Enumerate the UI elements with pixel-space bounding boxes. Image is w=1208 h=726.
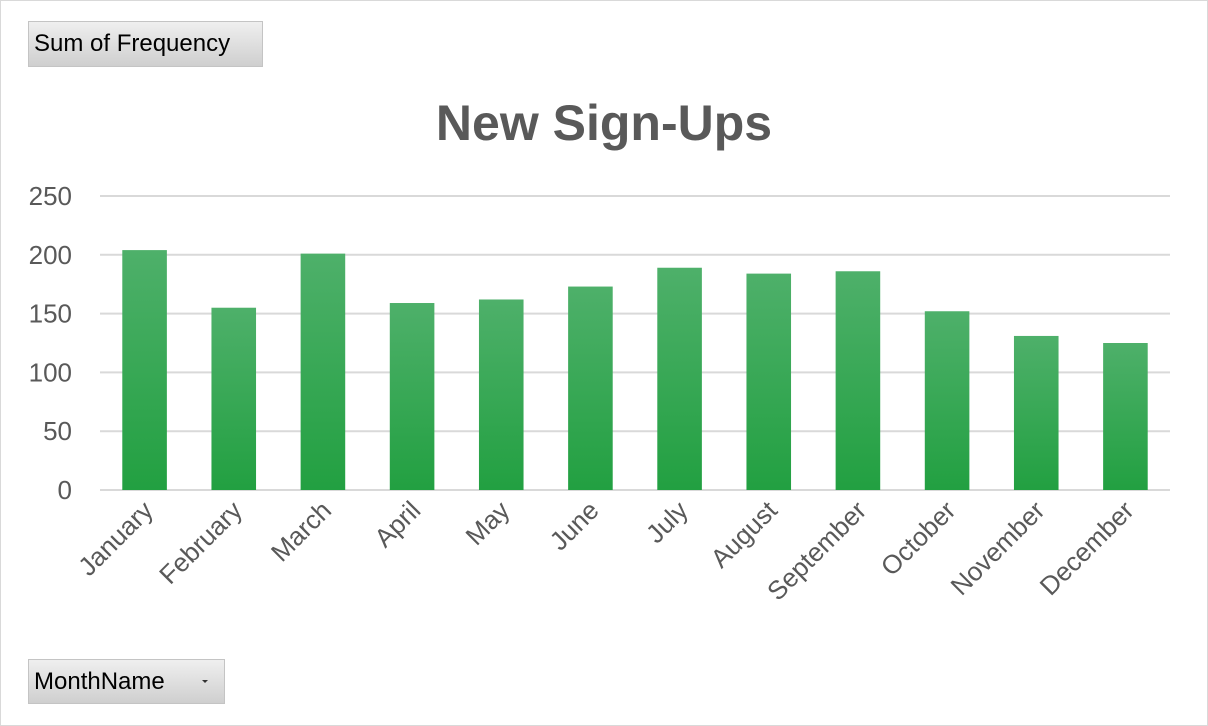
x-tick-label: February: [153, 495, 248, 590]
bar-april[interactable]: [389, 303, 435, 490]
bar-september[interactable]: [835, 271, 881, 490]
value-field-button[interactable]: Sum of Frequency: [28, 21, 263, 67]
bar-march[interactable]: [300, 253, 346, 490]
bar-may[interactable]: [478, 299, 524, 490]
y-tick-label: 250: [29, 181, 72, 211]
y-tick-label: 150: [29, 299, 72, 329]
x-tick-label: October: [875, 495, 962, 582]
y-tick-label: 50: [43, 416, 72, 446]
bar-february[interactable]: [211, 307, 257, 490]
y-tick-label: 200: [29, 240, 72, 270]
bar-december[interactable]: [1103, 343, 1148, 490]
x-tick-label: June: [544, 495, 605, 556]
chevron-down-icon[interactable]: [202, 680, 208, 683]
bar-october[interactable]: [924, 311, 970, 490]
bar-june[interactable]: [568, 286, 613, 490]
bar-july[interactable]: [657, 267, 702, 490]
x-tick-label: November: [944, 495, 1050, 601]
x-tick-label: July: [640, 495, 694, 549]
chart-title: New Sign-Ups: [435, 95, 773, 151]
axis-field-label: MonthName: [34, 667, 165, 695]
y-tick-label: 100: [29, 357, 72, 387]
axis-field-button[interactable]: MonthName: [28, 659, 225, 704]
value-field-label: Sum of Frequency: [34, 30, 231, 57]
x-tick-label: January: [72, 495, 159, 582]
bar-august[interactable]: [746, 273, 792, 490]
y-tick-label: 0: [58, 475, 72, 505]
x-tick-label: December: [1034, 495, 1140, 601]
x-tick-label: May: [460, 495, 516, 551]
bar-january[interactable]: [122, 250, 167, 490]
bar-november[interactable]: [1013, 335, 1059, 490]
x-tick-label: March: [265, 495, 337, 567]
x-tick-label: August: [705, 494, 784, 573]
x-tick-label: April: [368, 495, 426, 553]
